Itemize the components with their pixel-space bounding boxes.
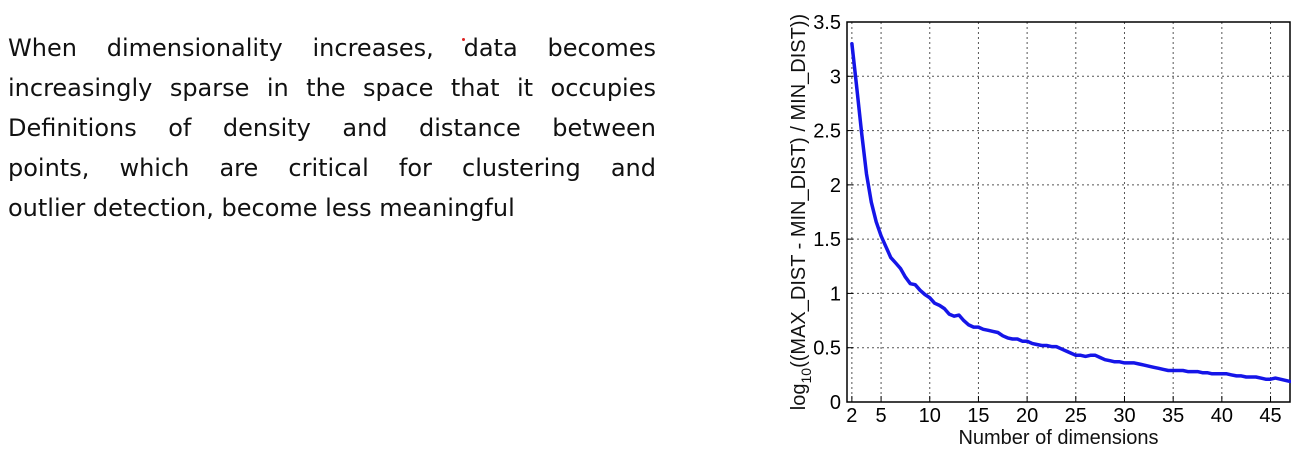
- text-line: points, which are critical for clusterin…: [8, 154, 656, 182]
- text-line: outlier detection, become less meaningfu…: [8, 194, 515, 222]
- y-tick-label: 1: [830, 283, 841, 305]
- x-tick-label: 25: [1065, 405, 1087, 427]
- y-tick-label: 3.5: [813, 12, 841, 34]
- y-axis: 0 0.5 1 1.5 2 2.5 3 3.5: [813, 12, 853, 414]
- x-tick-label: 15: [967, 405, 989, 427]
- x-tick-label: 45: [1259, 405, 1281, 427]
- x-axis: 2 5 10 15 20 25 30 35 40 45: [846, 396, 1282, 427]
- y-tick-label: 2: [830, 175, 841, 197]
- series-line: [850, 41, 1291, 384]
- x-tick-label: 5: [876, 405, 887, 427]
- x-tick-label: 40: [1211, 405, 1233, 427]
- x-tick-label: 30: [1113, 405, 1135, 427]
- text-line: Definitions of density and distance betw…: [8, 114, 656, 142]
- text-line: increasingly sparse in the space that it…: [8, 74, 656, 102]
- grid: [847, 22, 1290, 402]
- x-tick-label: 10: [919, 405, 941, 427]
- y-axis-label-base: 10: [798, 368, 814, 384]
- y-axis-label-log: log: [788, 383, 810, 410]
- x-tick-label: 35: [1162, 405, 1184, 427]
- y-tick-label: 2.5: [813, 121, 841, 143]
- y-tick-label: 3: [830, 66, 841, 88]
- x-tick-label: 20: [1016, 405, 1038, 427]
- y-tick-label: 0.5: [813, 338, 841, 360]
- dimensionality-chart: 2 5 10 15 20 25 30 35 40 45 00.511.522.533.5 Numb…: [788, 12, 1291, 449]
- red-dot-mark: [462, 38, 465, 41]
- y-axis-label: log10((MAX_DIST - MIN_DIST) / MIN_DIST)): [788, 14, 814, 410]
- slide-text-block: When dimensionality increases, data beco…: [8, 28, 656, 228]
- x-axis-label: Number of dimensions: [958, 427, 1158, 449]
- y-tick-label: 1.5: [813, 229, 841, 251]
- y-tick-label: 0: [830, 392, 841, 414]
- x-tick-label: 2: [846, 405, 857, 427]
- text-line: When dimensionality increases, data beco…: [8, 34, 656, 62]
- y-axis-label-rest: ((MAX_DIST - MIN_DIST) / MIN_DIST)): [788, 14, 810, 368]
- plot-frame: [846, 21, 1291, 403]
